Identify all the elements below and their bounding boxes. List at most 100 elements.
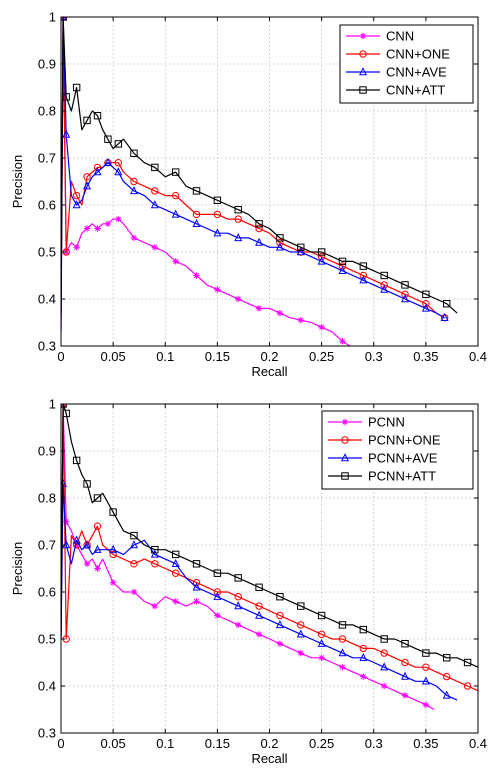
- data-point-cnn-one: [380, 281, 388, 289]
- data-point-cnn-ave: [83, 181, 92, 190]
- legend-marker-pcnn-one: [341, 436, 349, 444]
- data-point-cnn-ave: [338, 265, 347, 274]
- data-point-cnn-att: [297, 243, 305, 252]
- data-point-pcnn-att: [109, 508, 117, 516]
- data-point-cnn-ave: [129, 186, 138, 195]
- data-point-pcnn: [172, 598, 179, 605]
- data-point-cnn-one: [72, 191, 81, 200]
- series-line-pcnn-one: [61, 404, 478, 692]
- tick-marks: [60, 403, 479, 734]
- series-line-pcnn-att: [61, 404, 478, 668]
- y-tick-label: 0.3: [38, 726, 56, 741]
- data-point-cnn-att: [422, 290, 430, 299]
- data-point-pcnn-att: [443, 654, 451, 662]
- data-point-cnn: [83, 225, 91, 232]
- legend: CNN CNN+ONE CNN+AVE CNN+ATT: [339, 24, 474, 104]
- x-tick-label: 0.05: [100, 349, 125, 364]
- y-axis-label: Precision: [10, 542, 25, 595]
- data-point-pcnn: [235, 621, 242, 629]
- legend-marker-pcnn-att: [341, 472, 349, 480]
- data-point-cnn: [104, 220, 112, 227]
- y-tick-label: 0.7: [38, 538, 56, 553]
- x-axis-label: Recall: [251, 751, 287, 766]
- data-point-cnn-ave: [317, 256, 326, 265]
- data-point-pcnn-att: [380, 635, 388, 643]
- data-point-cnn-one: [234, 215, 242, 223]
- data-point-cnn: [235, 295, 242, 303]
- data-point-pcnn-one: [276, 611, 284, 620]
- data-point-cnn-att: [443, 300, 451, 308]
- data-point-pcnn-att: [171, 550, 180, 559]
- data-point-cnn: [151, 244, 159, 251]
- legend-label: PCNN+ATT: [368, 469, 436, 484]
- y-tick-label: 0.9: [38, 57, 56, 72]
- data-point-cnn: [214, 286, 221, 293]
- data-point-pcnn-att: [93, 494, 102, 502]
- x-tick-label: 0.3: [365, 736, 383, 751]
- data-point-pcnn-one: [192, 578, 201, 587]
- y-tick-label: 0.3: [38, 339, 56, 354]
- data-point-cnn-one: [171, 191, 180, 200]
- data-point-cnn-att: [104, 135, 112, 143]
- data-point-pcnn-one: [297, 621, 305, 629]
- data-point-cnn-att: [93, 112, 102, 120]
- data-point-pcnn-one: [151, 560, 159, 568]
- data-point-pcnn-one: [171, 569, 180, 577]
- y-tick-label: 1: [49, 10, 56, 25]
- legend-marker-cnn: [359, 32, 367, 40]
- data-point-cnn-one: [422, 300, 430, 308]
- data-point-cnn-one: [151, 187, 159, 195]
- data-point-cnn-ave: [192, 218, 201, 227]
- data-point-pcnn-ave: [338, 648, 347, 657]
- y-tick-label: 0.6: [38, 198, 56, 213]
- x-tick-label: 0.05: [100, 736, 125, 751]
- y-tick-label: 0.7: [38, 151, 56, 166]
- data-point-pcnn: [276, 640, 284, 647]
- data-point-cnn-att: [62, 93, 70, 101]
- data-point-pcnn: [360, 673, 367, 680]
- x-tick-label: 0.3: [365, 349, 383, 364]
- data-point-pcnn-att: [276, 593, 284, 601]
- data-point-pcnn-ave: [442, 690, 451, 699]
- x-tick-label: 0.4: [469, 736, 487, 751]
- chart-bottom: 0.3 0.4 0.5 0.6 0.7 0.8 0.9 1 0 0.05 0.1…: [10, 397, 487, 767]
- legend-marker-cnn-one: [359, 50, 367, 58]
- data-point-pcnn-one: [359, 644, 368, 653]
- data-point-cnn-att: [359, 262, 368, 270]
- data-point-cnn-ave: [93, 167, 102, 176]
- data-point-cnn-ave: [213, 228, 222, 237]
- y-tick-label: 0.6: [38, 585, 56, 600]
- data-point-cnn: [339, 338, 346, 345]
- data-point-cnn-ave: [380, 284, 389, 293]
- data-point-cnn-att: [338, 257, 347, 266]
- data-point-cnn-one: [317, 253, 326, 261]
- x-tick-label: 0.4: [469, 349, 487, 364]
- data-point-cnn-att: [83, 116, 91, 125]
- data-point-cnn-ave: [359, 275, 368, 284]
- data-point-pcnn-ave: [255, 610, 264, 619]
- legend-marker-pcnn-ave: [340, 453, 350, 462]
- data-point-cnn: [172, 258, 179, 265]
- data-point-pcnn-ave: [109, 544, 118, 553]
- data-point-pcnn-att: [61, 404, 67, 408]
- data-point-cnn-one: [114, 159, 123, 167]
- data-point-cnn-ave: [275, 242, 284, 251]
- data-point-cnn: [130, 234, 138, 242]
- data-point-cnn-att: [130, 149, 138, 158]
- data-point-pcnn-att: [359, 625, 368, 634]
- data-point-pcnn-one: [255, 602, 263, 610]
- series-line-cnn-one: [61, 17, 445, 319]
- x-tick-label: 0.2: [260, 736, 278, 751]
- x-tick-label: 0: [57, 736, 64, 751]
- data-point-cnn-att: [234, 206, 242, 214]
- data-point-cnn-ave: [150, 200, 159, 209]
- data-point-cnn-ave: [103, 157, 112, 166]
- data-point-pcnn-att: [234, 574, 242, 582]
- data-point-pcnn-ave: [275, 620, 284, 629]
- data-point-pcnn-one: [213, 588, 222, 596]
- data-point-cnn-att: [401, 281, 409, 289]
- x-tick-label: 0.25: [309, 349, 334, 364]
- data-point-pcnn-att: [297, 602, 305, 610]
- data-point-cnn-att: [317, 248, 326, 256]
- data-point-pcnn-ave: [317, 638, 326, 647]
